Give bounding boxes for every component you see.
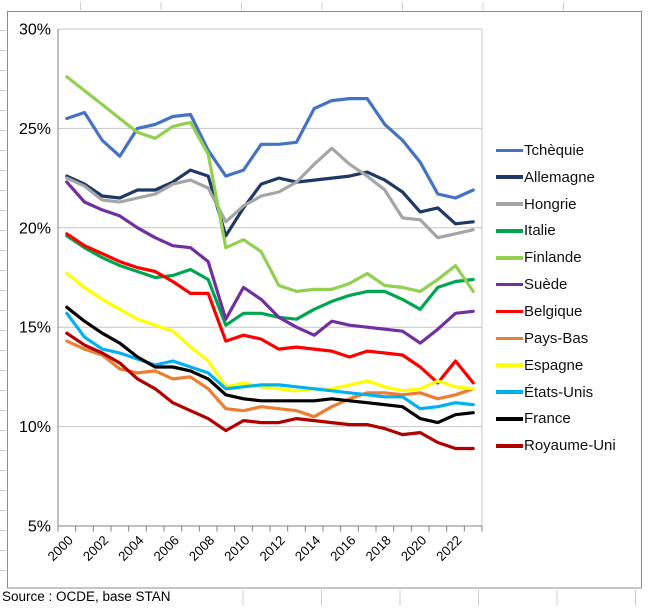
x-tick-label: 2010 (221, 533, 252, 564)
source-note: Source : OCDE, base STAN (2, 589, 171, 604)
legend-label: Allemagne (524, 168, 595, 186)
x-tick-label: 2006 (151, 533, 182, 564)
legend-label: Tchèquie (524, 141, 585, 159)
series-line-Allemagne (65, 168, 475, 238)
y-tick-label: 30% (19, 22, 51, 39)
chart-legend: Tchèquie Allemagne Hongrie Italie Finlande Su… (496, 137, 616, 459)
y-tick-label: 15% (19, 320, 51, 337)
legend-label: Suède (524, 276, 568, 294)
x-tick-label: 2022 (433, 533, 464, 564)
x-tick-label: 2014 (292, 533, 323, 564)
legend-label: Finlande (524, 249, 582, 267)
legend-swatch-line (496, 202, 523, 206)
legend-label: Belgique (524, 302, 583, 320)
legend-label: Royaume-Uni (524, 437, 616, 455)
x-tick-label: 2020 (398, 533, 429, 564)
x-tick-label: 2002 (80, 533, 111, 564)
series-line-Suède (65, 180, 475, 345)
legend-swatch-line (496, 363, 523, 367)
x-tick-label: 2004 (115, 533, 146, 564)
legend-item: Italie (496, 218, 616, 245)
series-line-États-Unis (65, 311, 475, 411)
x-tick-label: 2016 (327, 533, 358, 564)
legend-item: États-Unis (496, 379, 616, 406)
x-tick-label: 2018 (363, 533, 394, 564)
legend-swatch-line (496, 417, 523, 421)
legend-item: Allemagne (496, 164, 616, 191)
y-tick-label: 10% (19, 419, 51, 436)
legend-swatch-line (496, 256, 523, 260)
legend-item: Royaume-Uni (496, 432, 616, 459)
legend-label: Espagne (524, 356, 584, 374)
series-line-Belgique (65, 232, 475, 385)
series-line-Tchèquie (65, 96, 475, 200)
y-tick-label: 25% (19, 121, 51, 138)
source-row: Source : OCDE, base STAN (2, 589, 642, 604)
y-tick-label: 20% (19, 220, 51, 237)
legend-label: France (524, 410, 571, 428)
series-line-Espagne (65, 271, 475, 393)
legend-item: Finlande (496, 244, 616, 271)
legend-item: Espagne (496, 352, 616, 379)
x-tick-label: 2000 (45, 533, 76, 564)
x-tick-label: 2012 (257, 533, 288, 564)
series-line-Italie (65, 234, 475, 327)
legend-swatch-line (496, 443, 523, 448)
legend-item: Pays-Bas (496, 325, 616, 352)
legend-swatch-line (496, 229, 523, 233)
legend-label: États-Unis (524, 383, 594, 401)
series-line-Hongrie (65, 146, 475, 240)
legend-swatch-line (496, 148, 523, 153)
legend-swatch-line (496, 336, 523, 341)
legend-item: Tchèquie (496, 137, 616, 164)
legend-label: Hongrie (524, 195, 577, 213)
series-line-Pays-Bas (65, 339, 475, 419)
legend-swatch-line (496, 282, 523, 287)
legend-swatch-line (496, 309, 523, 314)
legend-item: Hongrie (496, 191, 616, 218)
series-line-Finlande (65, 75, 475, 293)
chart-border (7, 11, 642, 589)
legend-item: Suède (496, 271, 616, 298)
y-tick-label: 5% (28, 519, 51, 536)
x-tick-label: 2008 (186, 533, 217, 564)
legend-label: Italie (524, 222, 556, 240)
legend-swatch-line (496, 390, 523, 394)
series-line-Royaume-Uni (65, 331, 475, 451)
legend-item: France (496, 405, 616, 432)
legend-label: Pays-Bas (524, 329, 589, 347)
series-line-France (65, 305, 475, 425)
legend-swatch-line (496, 175, 523, 180)
legend-item: Belgique (496, 298, 616, 325)
